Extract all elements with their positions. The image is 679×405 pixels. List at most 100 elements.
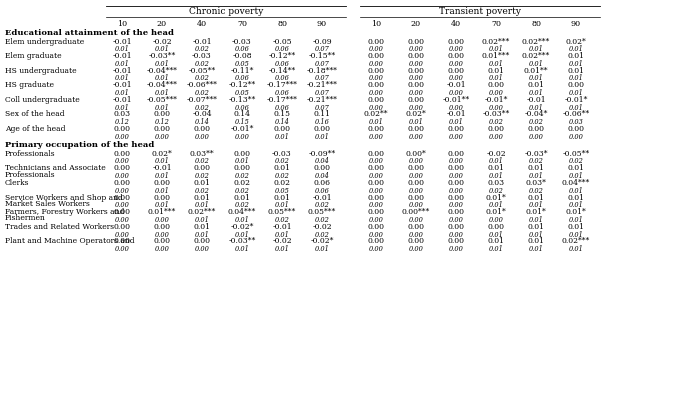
Text: 0.06: 0.06: [234, 103, 249, 111]
Text: 0.00: 0.00: [489, 89, 503, 97]
Text: 0.00: 0.00: [113, 179, 130, 186]
Text: 0.01: 0.01: [115, 74, 130, 82]
Text: 0.01: 0.01: [195, 215, 209, 223]
Text: 0.00: 0.00: [369, 245, 384, 252]
Text: Elem undergraduate: Elem undergraduate: [5, 37, 84, 45]
Text: -0.01: -0.01: [192, 37, 212, 45]
Text: 0.02: 0.02: [195, 157, 209, 165]
Text: 0.00: 0.00: [367, 149, 384, 157]
Text: 0.00: 0.00: [409, 186, 424, 194]
Text: Professionals: Professionals: [5, 149, 56, 157]
Text: 0.00: 0.00: [488, 81, 504, 89]
Text: 0.01: 0.01: [568, 215, 583, 223]
Text: 0.01: 0.01: [234, 215, 249, 223]
Text: 0.01: 0.01: [528, 230, 543, 238]
Text: -0.12**: -0.12**: [228, 81, 255, 89]
Text: 0.00: 0.00: [367, 222, 384, 230]
Text: 0.00: 0.00: [447, 208, 464, 215]
Text: -0.21***: -0.21***: [306, 81, 337, 89]
Text: 0.01: 0.01: [155, 157, 170, 165]
Text: -0.01: -0.01: [112, 66, 132, 75]
Text: 0.00***: 0.00***: [402, 208, 430, 215]
Text: -0.09**: -0.09**: [308, 149, 335, 157]
Text: 10: 10: [371, 20, 381, 28]
Text: 0.00: 0.00: [115, 201, 130, 209]
Text: 0.01: 0.01: [489, 157, 503, 165]
Text: -0.02*: -0.02*: [310, 237, 333, 245]
Text: 0.00: 0.00: [449, 89, 464, 97]
Text: 0.02: 0.02: [314, 201, 329, 209]
Text: 0.00: 0.00: [113, 164, 130, 172]
Text: 0.15: 0.15: [234, 118, 249, 126]
Text: 0.00: 0.00: [194, 164, 210, 172]
Text: 0.00: 0.00: [113, 149, 130, 157]
Text: 0.00: 0.00: [113, 237, 130, 245]
Text: 0.01: 0.01: [234, 230, 249, 238]
Text: 0.01: 0.01: [194, 179, 210, 186]
Text: -0.13**: -0.13**: [228, 96, 255, 104]
Text: 0.00: 0.00: [369, 89, 384, 97]
Text: 0.01: 0.01: [195, 201, 209, 209]
Text: 0.01*: 0.01*: [485, 193, 507, 201]
Text: -0.01: -0.01: [446, 81, 466, 89]
Text: 0.11: 0.11: [314, 110, 331, 118]
Text: -0.01: -0.01: [446, 110, 466, 118]
Text: 0.00: 0.00: [153, 125, 170, 133]
Text: 0.00: 0.00: [367, 164, 384, 172]
Text: 0.02: 0.02: [195, 89, 209, 97]
Text: -0.01: -0.01: [112, 37, 132, 45]
Text: 0.02***: 0.02***: [522, 52, 550, 60]
Text: 0.01*: 0.01*: [526, 208, 547, 215]
Text: -0.03: -0.03: [192, 52, 212, 60]
Text: 0.01: 0.01: [155, 172, 170, 180]
Text: 0.00: 0.00: [407, 237, 424, 245]
Text: 0.00: 0.00: [447, 66, 464, 75]
Text: 0.01: 0.01: [568, 193, 585, 201]
Text: 0.00: 0.00: [155, 230, 170, 238]
Text: 0.00: 0.00: [153, 193, 170, 201]
Text: 0.00: 0.00: [407, 81, 424, 89]
Text: 0.03: 0.03: [488, 179, 504, 186]
Text: 0.00: 0.00: [407, 66, 424, 75]
Text: Farmers, Forestry Workers and: Farmers, Forestry Workers and: [5, 208, 124, 215]
Text: 0.00: 0.00: [489, 132, 503, 141]
Text: 0.02***: 0.02***: [562, 237, 590, 245]
Text: 0.01: 0.01: [314, 132, 329, 141]
Text: 0.02***: 0.02***: [522, 37, 550, 45]
Text: 0.00: 0.00: [369, 103, 384, 111]
Text: 0.00: 0.00: [155, 245, 170, 252]
Text: 0.01: 0.01: [568, 45, 583, 53]
Text: 0.02*: 0.02*: [151, 149, 172, 157]
Text: 0.00: 0.00: [488, 222, 504, 230]
Text: Trades and Related Workers: Trades and Related Workers: [5, 222, 114, 230]
Text: 0.00: 0.00: [407, 222, 424, 230]
Text: 0.01: 0.01: [528, 45, 543, 53]
Text: 0.04: 0.04: [314, 172, 329, 180]
Text: 0.04***: 0.04***: [228, 208, 256, 215]
Text: 0.00: 0.00: [409, 89, 424, 97]
Text: 0.01: 0.01: [568, 52, 585, 60]
Text: 0.05***: 0.05***: [308, 208, 336, 215]
Text: 0.01: 0.01: [489, 60, 503, 68]
Text: 0.01*: 0.01*: [485, 208, 507, 215]
Text: 0.00: 0.00: [115, 230, 130, 238]
Text: 0.01: 0.01: [274, 164, 291, 172]
Text: 0.02: 0.02: [195, 103, 209, 111]
Text: -0.06**: -0.06**: [562, 110, 589, 118]
Text: Professionals: Professionals: [5, 170, 56, 178]
Text: 0.00: 0.00: [528, 125, 545, 133]
Text: 0.00: 0.00: [449, 157, 464, 165]
Text: 0.14: 0.14: [274, 118, 289, 126]
Text: Primary occupation of the head: Primary occupation of the head: [5, 141, 154, 149]
Text: 0.01: 0.01: [568, 164, 585, 172]
Text: 0.12: 0.12: [155, 118, 170, 126]
Text: -0.02: -0.02: [312, 222, 332, 230]
Text: Chronic poverty: Chronic poverty: [189, 7, 263, 17]
Text: 0.00: 0.00: [155, 215, 170, 223]
Text: 0.03**: 0.03**: [189, 149, 215, 157]
Text: 0.01**: 0.01**: [524, 66, 548, 75]
Text: 0.01: 0.01: [234, 193, 251, 201]
Text: 0.00: 0.00: [407, 193, 424, 201]
Text: 0.02: 0.02: [528, 118, 543, 126]
Text: 80: 80: [277, 20, 287, 28]
